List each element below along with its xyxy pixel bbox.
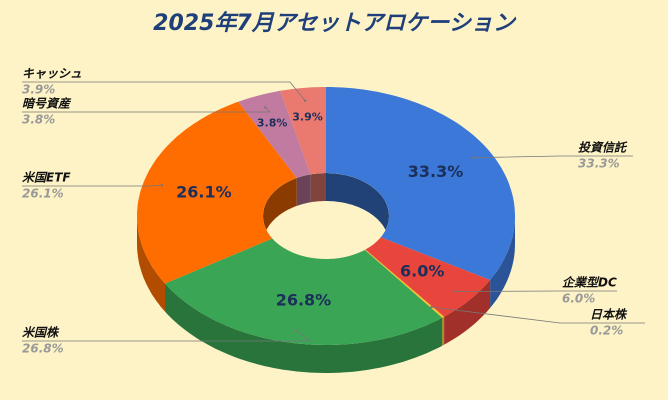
leader-dot — [304, 99, 307, 102]
slice-inner-wall — [326, 173, 389, 244]
legend-label: 暗号資産 — [22, 97, 72, 111]
legend-value: 33.3% — [578, 157, 620, 171]
slice — [365, 237, 491, 317]
leader-dot — [160, 184, 164, 187]
leader-line — [473, 155, 633, 159]
leader-dot — [294, 329, 297, 332]
slice-side — [137, 216, 165, 312]
leader-line — [22, 81, 306, 102]
legend-value: 26.8% — [22, 342, 64, 356]
slice-label: 26.1% — [176, 183, 232, 202]
hole-walls — [263, 173, 389, 244]
slice-inner-wall — [296, 174, 311, 206]
slice-side — [165, 283, 443, 373]
legend-value: 26.1% — [22, 187, 64, 201]
legend-label: キャッシュ — [22, 67, 82, 81]
legend-value: 3.9% — [22, 83, 55, 97]
legend-label: 投資信託 — [578, 141, 628, 155]
slice-side — [444, 280, 491, 345]
slice-label: 6.0% — [400, 262, 444, 281]
leader-line — [455, 290, 617, 292]
legend-label: 米国ETF — [22, 171, 71, 185]
slice-side — [490, 216, 515, 308]
slice-label: 26.8% — [276, 291, 332, 310]
slice-label: 3.9% — [292, 111, 323, 124]
chart-title: 2025年7月アセットアロケーション — [153, 10, 517, 36]
slice-label: 33.3% — [408, 162, 464, 181]
leader-dot — [471, 156, 475, 159]
slice — [238, 90, 311, 178]
slice — [280, 87, 326, 175]
leader-line — [22, 329, 312, 342]
slice — [364, 249, 445, 318]
slice — [137, 101, 297, 284]
slice — [326, 87, 515, 280]
legend-label: 企業型DC — [562, 276, 617, 290]
legend-label: 日本株 — [590, 308, 628, 322]
leader-dot — [454, 290, 457, 293]
legend-value: 3.8% — [22, 113, 55, 127]
leader-dot — [264, 106, 267, 109]
leader-line — [431, 306, 645, 324]
leader-dot — [430, 305, 433, 309]
slice — [165, 238, 443, 345]
legend-label: 米国株 — [22, 326, 60, 340]
legend-value: 6.0% — [562, 292, 595, 306]
slice-inner-wall — [263, 177, 297, 244]
legend-value: 0.2% — [590, 324, 623, 338]
leader-line — [22, 184, 163, 187]
slice-label: 3.8% — [257, 117, 288, 130]
slice-inner-wall — [310, 173, 326, 203]
slice-side — [442, 316, 445, 346]
leader-line — [22, 107, 271, 113]
